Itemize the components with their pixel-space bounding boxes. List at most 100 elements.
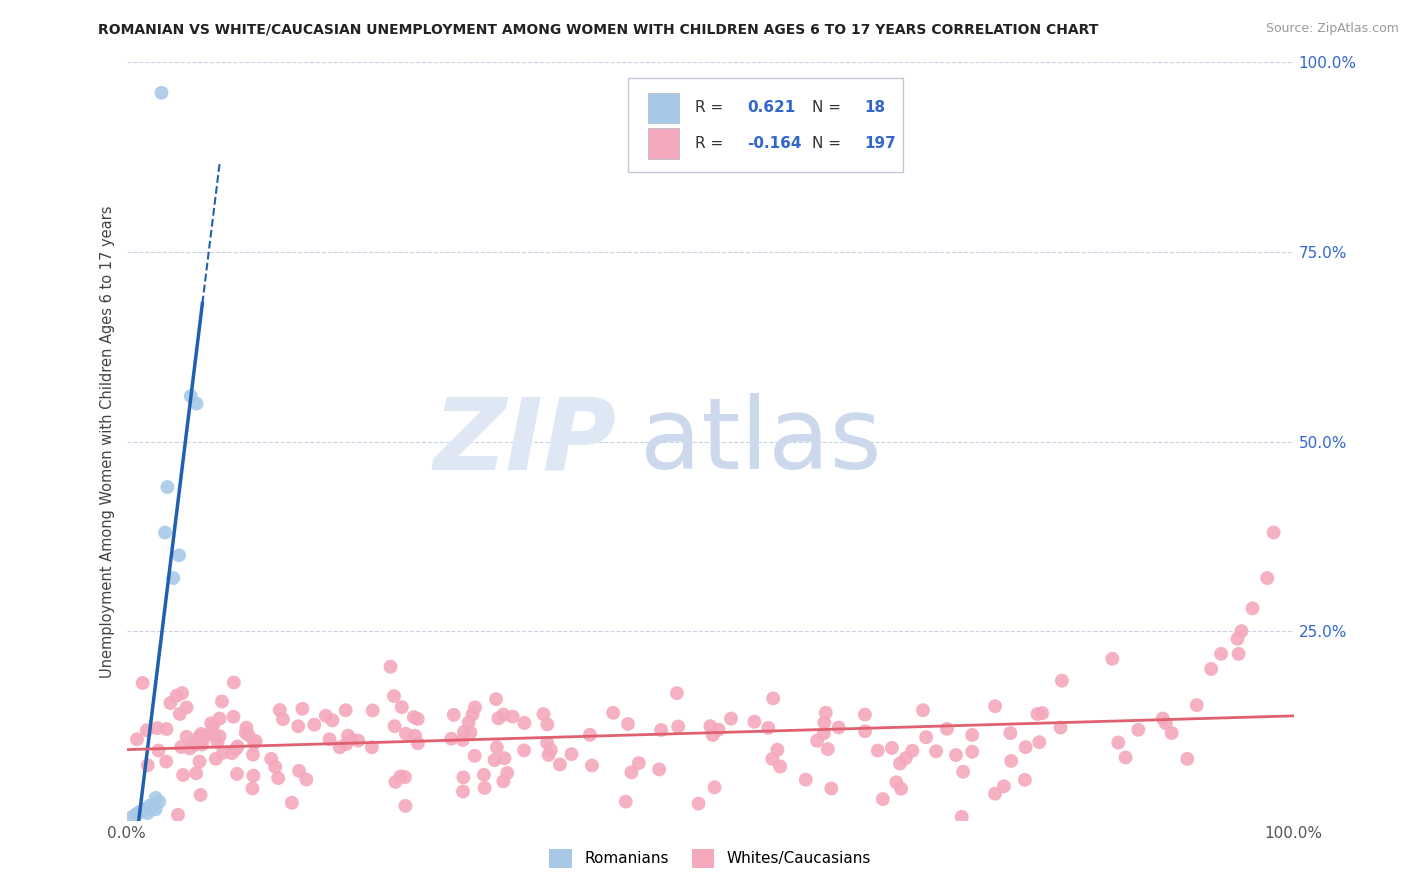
Point bbox=[1049, 721, 1071, 735]
Point bbox=[1050, 673, 1073, 688]
Point bbox=[648, 763, 671, 777]
Point bbox=[460, 725, 482, 739]
Point bbox=[960, 745, 983, 759]
Point bbox=[617, 717, 640, 731]
FancyBboxPatch shape bbox=[648, 93, 679, 123]
Point bbox=[186, 766, 208, 780]
Point bbox=[484, 753, 506, 767]
Point bbox=[159, 696, 181, 710]
Point bbox=[360, 740, 382, 755]
FancyBboxPatch shape bbox=[628, 78, 903, 172]
Point bbox=[699, 719, 721, 733]
Point bbox=[245, 734, 267, 748]
Point bbox=[304, 717, 326, 731]
Point bbox=[1226, 632, 1249, 646]
Point bbox=[384, 775, 406, 789]
Point bbox=[496, 766, 519, 780]
Point bbox=[382, 689, 405, 703]
Point bbox=[121, 810, 143, 824]
Point bbox=[665, 686, 688, 700]
Point bbox=[614, 795, 637, 809]
Point bbox=[1160, 726, 1182, 740]
Point bbox=[1000, 754, 1022, 768]
Point bbox=[461, 707, 484, 722]
Point bbox=[336, 729, 359, 743]
Point bbox=[925, 744, 948, 758]
Point bbox=[146, 721, 169, 735]
Point bbox=[901, 744, 924, 758]
Point bbox=[176, 730, 198, 744]
Point bbox=[866, 743, 889, 757]
Point bbox=[318, 732, 340, 747]
Point bbox=[485, 740, 508, 755]
Text: R =: R = bbox=[695, 136, 728, 151]
Point bbox=[135, 723, 157, 738]
Point bbox=[1014, 740, 1036, 755]
Point bbox=[136, 806, 159, 821]
Point bbox=[440, 731, 463, 746]
Point bbox=[321, 714, 343, 728]
Point bbox=[150, 86, 173, 100]
Point bbox=[235, 726, 257, 740]
Point bbox=[451, 733, 474, 747]
Point bbox=[666, 720, 689, 734]
Point bbox=[125, 807, 148, 822]
Point bbox=[242, 781, 264, 796]
Point bbox=[269, 703, 291, 717]
Point bbox=[533, 707, 555, 722]
Text: ROMANIAN VS WHITE/CAUCASIAN UNEMPLOYMENT AMONG WOMEN WITH CHILDREN AGES 6 TO 17 : ROMANIAN VS WHITE/CAUCASIAN UNEMPLOYMENT… bbox=[98, 22, 1099, 37]
Point bbox=[702, 728, 724, 742]
Text: ZIP: ZIP bbox=[433, 393, 617, 490]
Point bbox=[295, 772, 318, 787]
Point bbox=[184, 738, 207, 752]
Point bbox=[581, 758, 603, 772]
Point bbox=[453, 724, 475, 739]
Point bbox=[720, 712, 742, 726]
Point bbox=[761, 752, 783, 766]
Point bbox=[361, 703, 384, 717]
Point bbox=[536, 736, 558, 750]
Point bbox=[145, 802, 167, 816]
Point bbox=[201, 718, 224, 732]
Point bbox=[464, 700, 486, 714]
Point bbox=[548, 757, 571, 772]
Point bbox=[167, 548, 190, 563]
Point bbox=[494, 751, 516, 765]
Point bbox=[872, 792, 894, 806]
Point bbox=[162, 571, 184, 585]
Text: 18: 18 bbox=[865, 101, 886, 115]
Point bbox=[853, 707, 876, 722]
Point bbox=[485, 692, 508, 706]
Point bbox=[579, 728, 602, 742]
Point bbox=[911, 703, 934, 717]
Point bbox=[155, 755, 177, 769]
Text: 197: 197 bbox=[865, 136, 896, 151]
Point bbox=[127, 806, 149, 821]
Point bbox=[131, 676, 153, 690]
Point bbox=[335, 737, 357, 751]
Point bbox=[889, 756, 911, 771]
Point bbox=[1256, 571, 1278, 585]
Point bbox=[744, 714, 766, 729]
Point bbox=[1031, 706, 1053, 721]
Point bbox=[1241, 601, 1264, 615]
Point bbox=[406, 736, 429, 750]
Point bbox=[139, 798, 162, 813]
Point bbox=[200, 727, 222, 741]
Legend: Romanians, Whites/Caucasians: Romanians, Whites/Caucasians bbox=[543, 843, 877, 873]
Point bbox=[1175, 752, 1198, 766]
Point bbox=[945, 747, 967, 762]
Point bbox=[288, 764, 311, 778]
Point bbox=[936, 722, 959, 736]
Point bbox=[1227, 647, 1250, 661]
Point bbox=[1185, 698, 1208, 712]
Point bbox=[208, 712, 231, 726]
Point bbox=[880, 740, 903, 755]
Point bbox=[155, 722, 177, 736]
Point bbox=[502, 709, 524, 723]
Point bbox=[222, 710, 245, 724]
Point bbox=[1209, 647, 1232, 661]
Point bbox=[492, 774, 515, 789]
Point bbox=[225, 742, 247, 756]
Point bbox=[769, 759, 792, 773]
